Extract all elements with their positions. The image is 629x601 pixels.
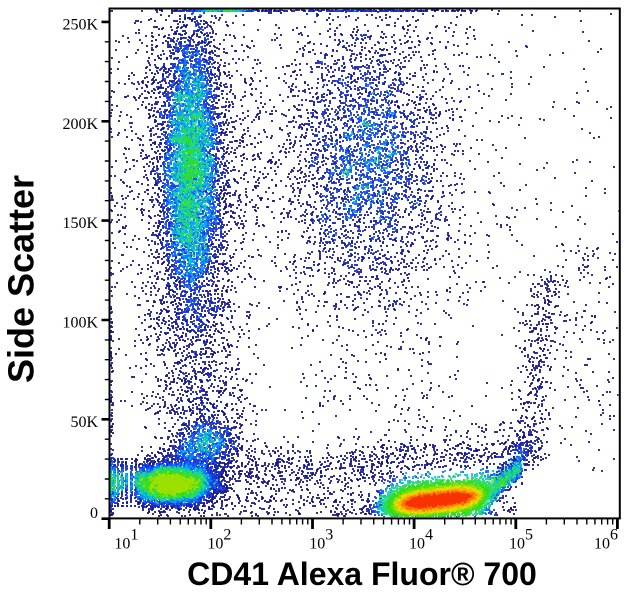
svg-text:0: 0 — [90, 505, 98, 522]
svg-text:CD41 Alexa Fluor® 700: CD41 Alexa Fluor® 700 — [187, 556, 537, 592]
svg-text:150K: 150K — [62, 215, 98, 232]
svg-text:50K: 50K — [70, 414, 98, 431]
svg-text:200K: 200K — [62, 116, 98, 133]
svg-text:Side Scatter: Side Scatter — [1, 175, 42, 383]
svg-text:100K: 100K — [62, 315, 98, 332]
svg-text:250K: 250K — [62, 16, 98, 33]
